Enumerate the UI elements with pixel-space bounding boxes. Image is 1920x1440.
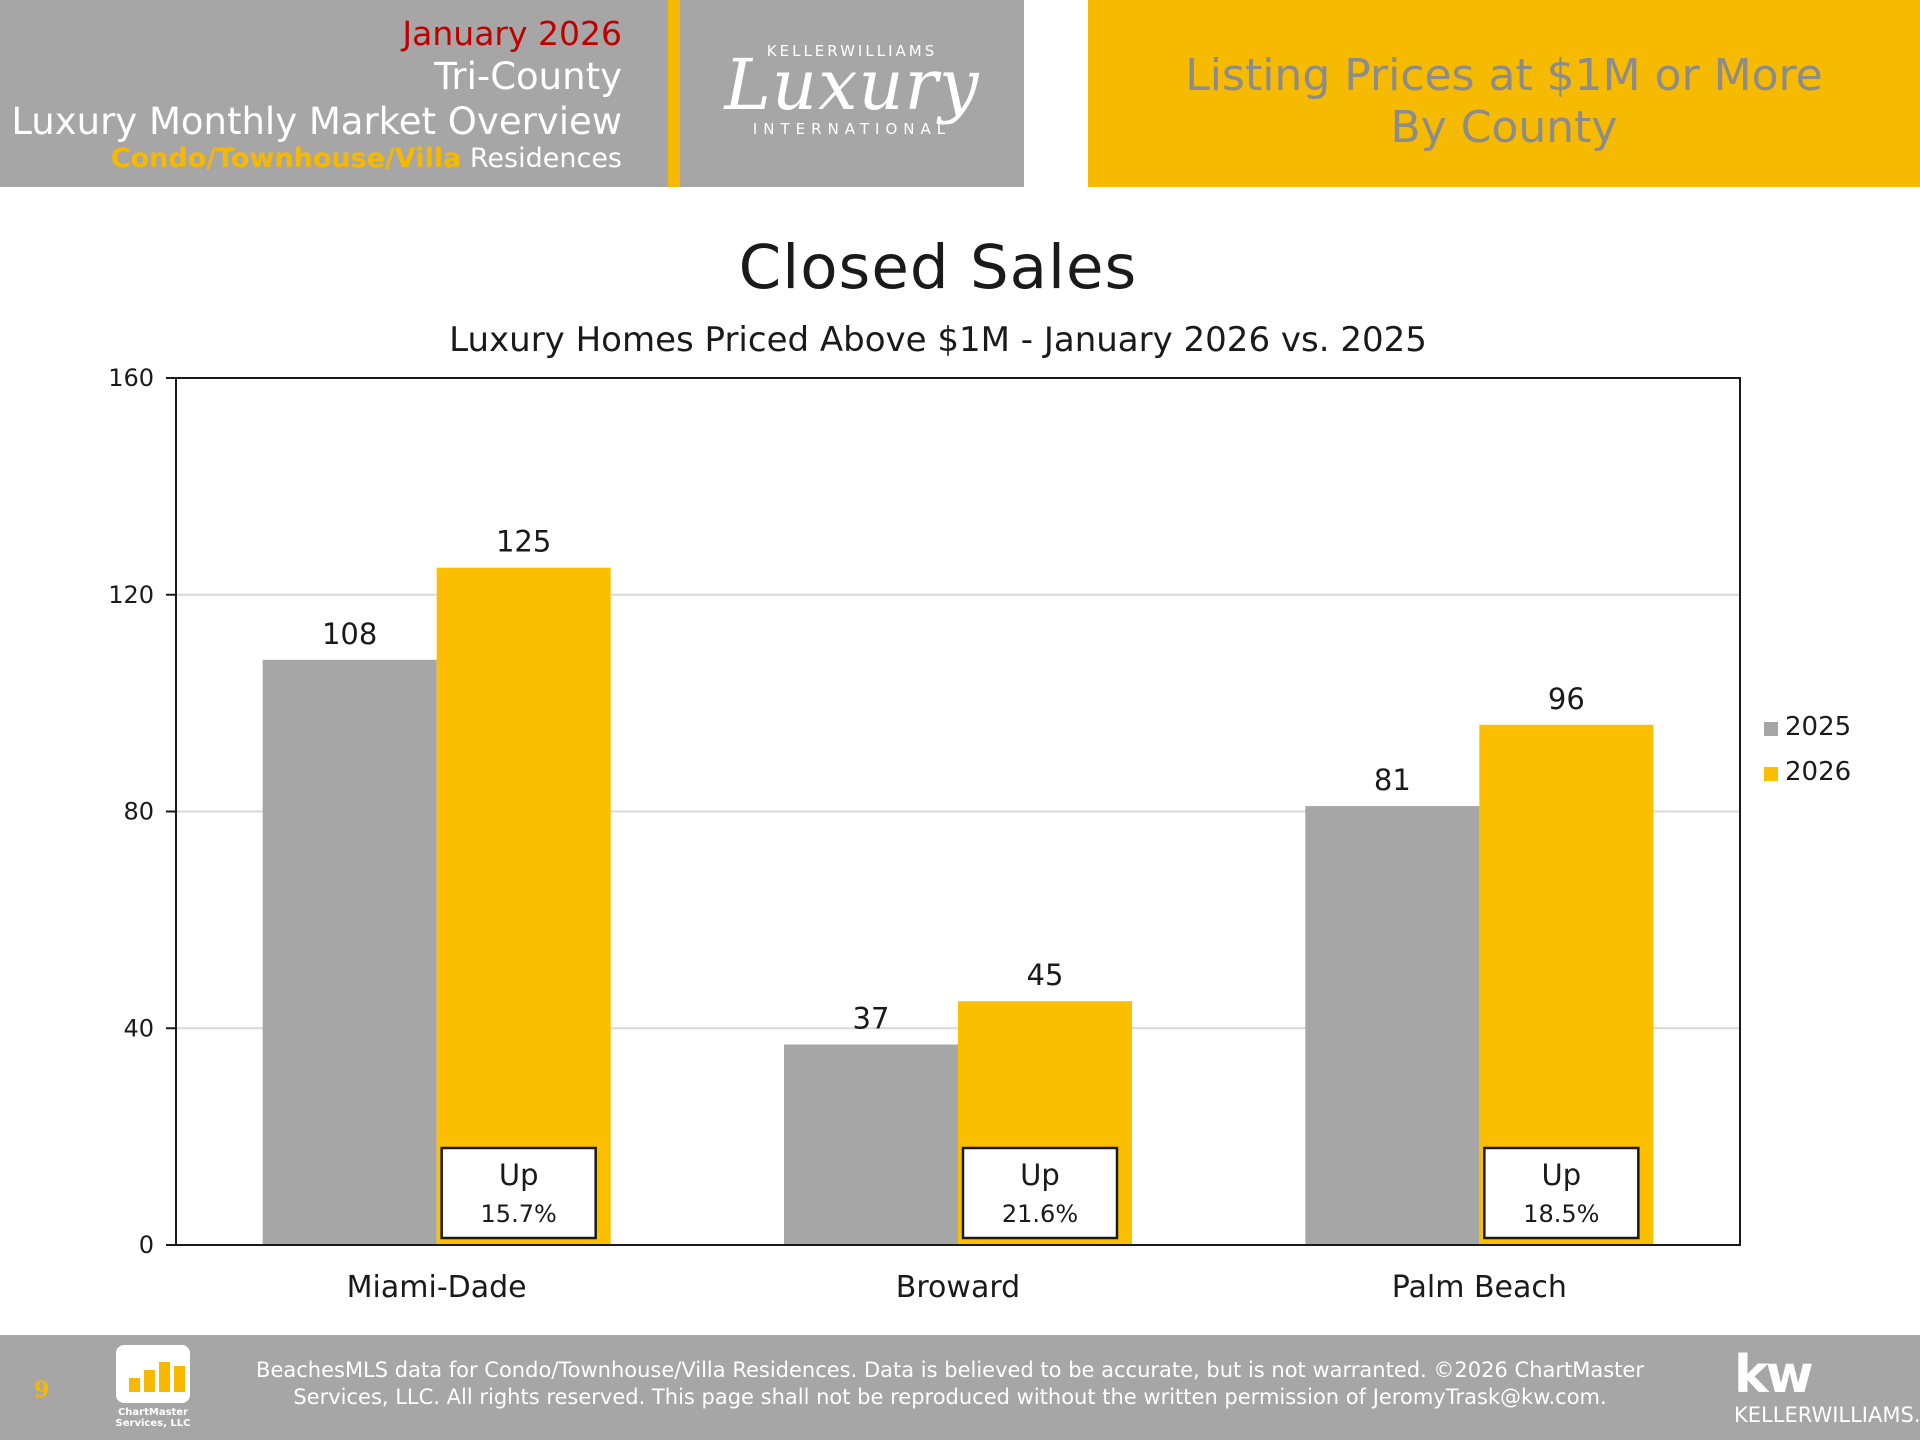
change-annotation-box [440, 1146, 597, 1240]
data-label: 81 [1374, 763, 1411, 797]
change-annotation-direction: Up [1020, 1158, 1060, 1192]
property-type-rest: Residences [461, 143, 622, 174]
change-annotation-percent: 18.5% [1523, 1200, 1599, 1228]
section-heading-line1: Listing Prices at $1M or More [1185, 50, 1823, 101]
legend-swatch-2025 [1764, 722, 1778, 736]
page-number: 9 [34, 1377, 50, 1403]
chartmaster-name-line1: ChartMaster [117, 1407, 189, 1418]
data-label: 96 [1548, 682, 1585, 716]
bar-2025-broward [784, 1044, 958, 1245]
y-tick-label: 120 [108, 581, 154, 609]
kw-logo-name: KELLERWILLIAMS. [1734, 1403, 1920, 1427]
change-annotation-direction: Up [499, 1158, 539, 1192]
legend-swatch-2026 [1764, 767, 1778, 781]
report-title: Luxury Monthly Market Overview [11, 100, 622, 143]
bar-2025-palm-beach [1305, 806, 1480, 1245]
data-label: 37 [853, 1002, 890, 1036]
chart-subtitle: Luxury Homes Priced Above $1M - January … [449, 320, 1427, 360]
report-region: Tri-County [434, 55, 622, 98]
plot-frame [175, 377, 1741, 1246]
bar-2025-miami-dade [262, 659, 437, 1245]
legend-label-2026: 2026 [1785, 757, 1851, 787]
footer-disclaimer-line1: BeachesMLS data for Condo/Townhouse/Vill… [256, 1358, 1644, 1382]
section-heading-line2: By County [1390, 102, 1618, 153]
y-tick-label: 0 [139, 1231, 154, 1259]
chartmaster-logo-icon [116, 1345, 190, 1403]
kw-luxury-logo: KELLERWILLIAMS Luxury INTERNATIONAL [680, 0, 1024, 187]
property-type-accent: Condo/Townhouse/Villa [110, 143, 462, 174]
y-tick-label: 40 [123, 1014, 154, 1042]
legend-label-2025: 2025 [1785, 712, 1851, 742]
category-label: Miami-Dade [347, 1270, 527, 1305]
bar-2026-miami-dade [436, 567, 611, 1245]
y-tick-label: 80 [123, 798, 154, 826]
kw-logo-mark: kw [1734, 1345, 1814, 1405]
data-label: 45 [1027, 958, 1064, 992]
category-label: Broward [896, 1270, 1020, 1305]
change-annotation-direction: Up [1542, 1158, 1582, 1192]
footer: 9 ChartMaster Services, LLC BeachesMLS d… [0, 1335, 1920, 1440]
y-tick-label: 160 [108, 364, 154, 392]
chartmaster-name: ChartMaster Services, LLC [106, 1407, 200, 1429]
chart-title: Closed Sales [738, 232, 1138, 303]
section-heading: Listing Prices at $1M or More By County [1088, 50, 1920, 154]
footer-disclaimer-line2: Services, LLC. All rights reserved. This… [293, 1385, 1607, 1409]
report-date: January 2026 [402, 14, 622, 53]
logo-brand-bottom: INTERNATIONAL [752, 120, 952, 138]
footer-disclaimer: BeachesMLS data for Condo/Townhouse/Vill… [240, 1357, 1660, 1411]
change-annotation-percent: 15.7% [481, 1200, 557, 1228]
data-label: 108 [322, 617, 377, 651]
change-annotation-box [1483, 1146, 1640, 1240]
change-annotation-percent: 21.6% [1002, 1200, 1078, 1228]
change-annotation-box [961, 1146, 1119, 1240]
header-left-panel: January 2026 Tri-County Luxury Monthly M… [0, 0, 668, 187]
logo-script: Luxury [724, 44, 980, 126]
logo-brand-top: KELLERWILLIAMS [766, 42, 938, 60]
header-divider-stripe [668, 0, 680, 187]
data-label: 125 [496, 525, 551, 559]
category-label: Palm Beach [1392, 1270, 1567, 1305]
property-type: Condo/Townhouse/Villa Residences [111, 143, 668, 174]
closed-sales-chart: 0 40 80 120 160 108 125 Miami-Dade Up 15.7% 37 45 Br… [108, 364, 1851, 1305]
chartmaster-name-line2: Services, LLC [115, 1418, 191, 1429]
header-right-panel: Listing Prices at $1M or More By County [1088, 0, 1920, 187]
